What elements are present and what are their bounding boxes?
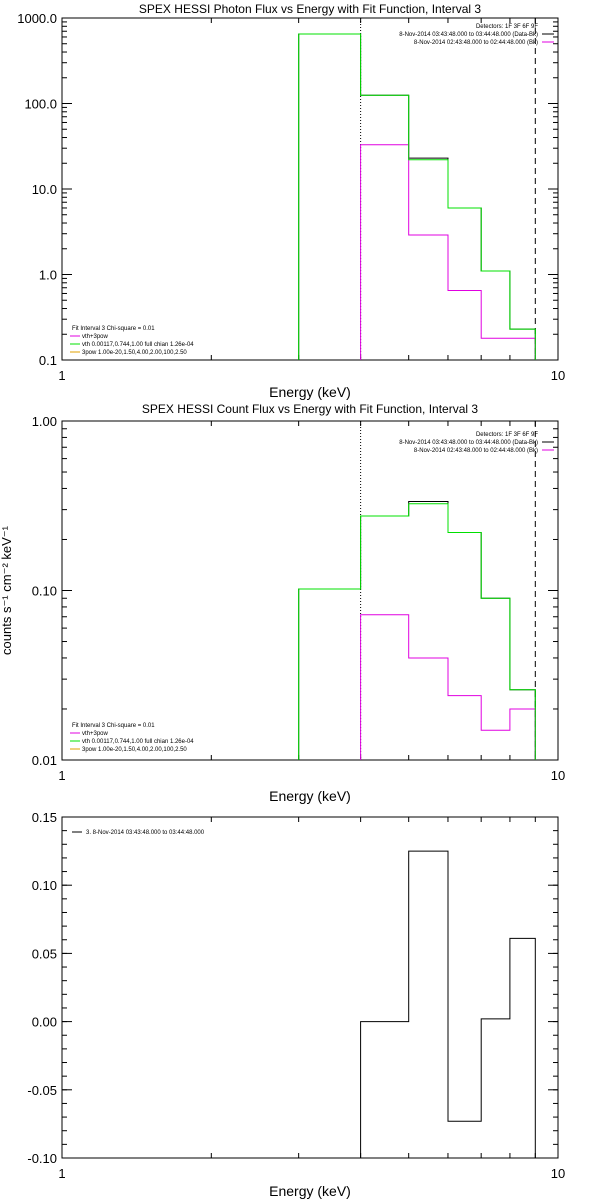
chart-title: SPEX HESSI Count Flux vs Energy with Fit… — [142, 402, 478, 416]
y-tick-label: 0.1 — [39, 353, 57, 368]
series-green-line — [298, 33, 536, 360]
legend-entry: vth+3pow — [82, 334, 109, 340]
legend-entry: Fit Interval 3 Chi-square = 0.01 — [72, 723, 155, 729]
y-axis-label: counts s⁻¹ cm⁻² keV⁻¹ — [0, 525, 14, 655]
y-tick-label: 100.0 — [24, 97, 57, 112]
series-magenta-line — [360, 614, 536, 760]
y-tick-label: -0.10 — [27, 1151, 57, 1166]
chart-panel-1: SPEX HESSI Photon Flux vs Energy with Fi… — [17, 2, 565, 400]
chart-panel-2: SPEX HESSI Count Flux vs Energy with Fit… — [0, 402, 565, 804]
y-tick-label: -0.05 — [27, 1083, 57, 1098]
y-tick-label: 1.00 — [32, 414, 57, 429]
legend-entry: vth 0.00117,0.744,1.00 full chian 1.26e-… — [82, 342, 194, 348]
legend-entry: 3pow 1.00e-20,1.50,4.00,2.00,100,2.50 — [82, 350, 187, 356]
y-tick-label: 0.15 — [32, 810, 57, 825]
series-magenta-line — [360, 144, 536, 360]
legend-entry: 3. 8-Nov-2014 03:43:48.000 to 03:44:48.0… — [86, 830, 205, 836]
x-tick-label: 10 — [551, 368, 565, 383]
info-text: Detectors: 1F 3F 6F 9F — [476, 24, 538, 30]
x-tick-label: 10 — [551, 1166, 565, 1181]
chart-title: SPEX HESSI Photon Flux vs Energy with Fi… — [139, 2, 481, 16]
y-tick-label: 1.0 — [39, 268, 57, 283]
plot-frame — [61, 420, 559, 761]
y-tick-label: 0.05 — [32, 946, 57, 961]
x-tick-label: 1 — [58, 1166, 65, 1181]
y-tick-label: 0.10 — [32, 584, 57, 599]
x-tick-label: 1 — [58, 368, 65, 383]
y-tick-label: 0.00 — [32, 1015, 57, 1030]
y-tick-label: 0.10 — [32, 878, 57, 893]
legend-entry: 3pow 1.00e-20,1.50,4.00,2.00,100,2.50 — [82, 747, 187, 753]
chart-panel-3: -0.10 -0.05 0.00 0.05 0.10 0.15 1 10 Energy (keV… — [27, 810, 565, 1199]
x-tick-label: 10 — [551, 768, 565, 783]
x-axis-label: Energy (keV) — [269, 384, 351, 400]
info-text: 8-Nov-2014 03:43:48.000 to 03:44:48.000 … — [399, 440, 538, 446]
series-green-line — [298, 503, 536, 760]
legend-entry: Fit Interval 3 Chi-square = 0.01 — [72, 326, 155, 332]
legend-entry: vth 0.00117,0.744,1.00 full chian 1.26e-… — [82, 739, 194, 745]
x-axis-label: Energy (keV) — [269, 1183, 351, 1199]
plot-frame — [61, 17, 559, 361]
info-text: 8-Nov-2014 02:43:48.000 to 02:44:48.000 … — [414, 448, 538, 454]
series-black-line — [298, 33, 536, 360]
info-text: Detectors: 1F 3F 6F 9F — [476, 432, 538, 438]
x-tick-label: 1 — [58, 768, 65, 783]
y-tick-label: 1000.0 — [17, 11, 57, 26]
y-tick-label: 0.01 — [32, 753, 57, 768]
info-text: 8-Nov-2014 03:43:48.000 to 03:44:48.000 … — [399, 32, 538, 38]
plot-frame — [61, 816, 559, 1159]
y-tick-label: 10.0 — [32, 182, 57, 197]
series-black-line — [360, 850, 536, 1158]
legend-entry: vth+3pow — [82, 731, 109, 737]
x-axis-label: Energy (keV) — [269, 788, 351, 804]
info-text: 8-Nov-2014 02:43:48.000 to 02:44:48.000 … — [414, 40, 538, 46]
series-black-line — [298, 501, 536, 760]
